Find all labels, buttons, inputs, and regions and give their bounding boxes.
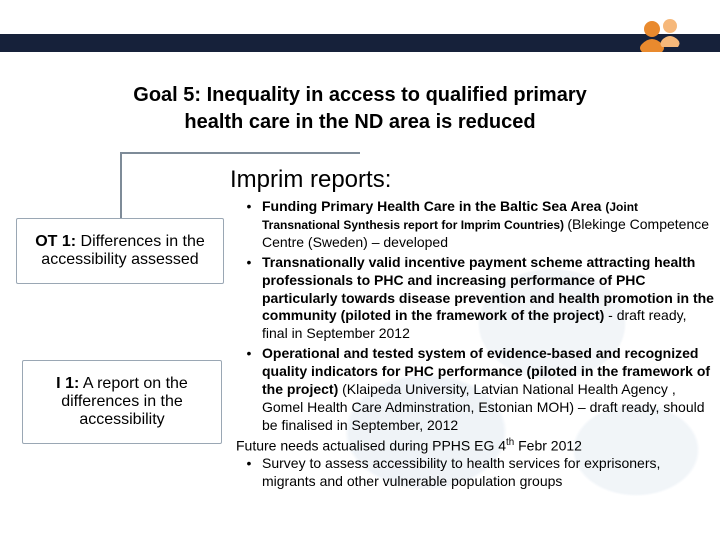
box-ot1: OT 1: Differences in the accessibility a…: [16, 218, 224, 284]
list-item: • Funding Primary Health Care in the Bal…: [236, 198, 714, 252]
box-ot1-label: OT 1:: [35, 233, 76, 250]
future-prefix: Future needs actualised during PPHS EG 4: [236, 437, 506, 453]
section-subhead: Imprim reports:: [230, 166, 391, 194]
list-item: • Operational and tested system of evide…: [236, 345, 714, 435]
content-body: • Funding Primary Health Care in the Bal…: [236, 198, 714, 491]
title-line1: Goal 5: Inequality in access to qualifie…: [133, 84, 586, 106]
top-dark-bar: [0, 34, 720, 52]
future-line: Future needs actualised during PPHS EG 4…: [236, 437, 714, 456]
box-i1: I 1: A report on the differences in the …: [22, 360, 222, 444]
top-white-band: [0, 0, 720, 34]
bullet-dot: •: [236, 254, 262, 344]
list-item: • Transnationally valid incentive paymen…: [236, 254, 714, 344]
slide-title: Goal 5: Inequality in access to qualifie…: [0, 82, 720, 136]
list-item: • Survey to assess accessibility to heal…: [236, 455, 714, 491]
future-sup: th: [506, 437, 514, 448]
future-suffix: Febr 2012: [514, 437, 582, 453]
box-i1-label: I 1:: [56, 375, 79, 392]
bullet-dot: •: [236, 345, 262, 435]
bullet-dot: •: [236, 455, 262, 491]
bullet-bold: Funding Primary Health Care in the Balti…: [262, 198, 605, 214]
future-bullet-text: Survey to assess accessibility to health…: [262, 455, 714, 491]
logo-icon: [630, 14, 692, 56]
bullet-dot: •: [236, 198, 262, 252]
box-i1-text: A report on the differences in the acces…: [61, 375, 188, 428]
title-line2: health care in the ND area is reduced: [184, 111, 535, 133]
